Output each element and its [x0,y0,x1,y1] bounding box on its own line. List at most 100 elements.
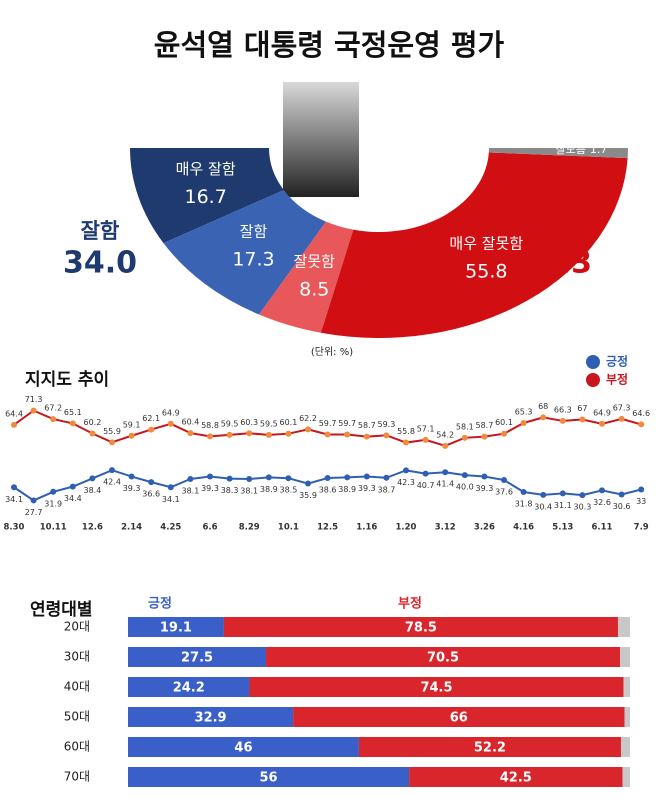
data-label: 34.1 [5,495,23,504]
data-label: 38.1 [240,487,258,496]
data-label: 58.1 [456,422,474,431]
data-label: 33 [636,497,646,506]
data-label: 55.8 [397,427,415,436]
data-point [324,474,331,481]
data-point [442,469,449,476]
x-tick-label: 6.6 [202,523,217,533]
data-label: 64.6 [632,409,650,418]
segment-label: 잘못함 [294,252,336,270]
data-point [246,430,253,437]
data-label: 27.7 [25,508,43,517]
data-point [501,477,507,484]
x-tick-label: 3.12 [435,523,456,533]
data-point [226,475,233,482]
bar-label: 32.9 [195,711,227,726]
data-label: 30.4 [534,502,552,511]
bar-label: 78.5 [405,621,437,636]
data-label: 38.9 [338,485,356,494]
data-label: 57.1 [417,424,435,433]
data-point [167,484,174,491]
data-point [50,416,57,423]
segment-value: 55.8 [465,260,507,282]
bar-label: 42.5 [500,771,532,786]
donut-segment [320,152,628,338]
category-label: 50대 [64,710,90,724]
data-point [148,479,155,486]
bar-segment [128,647,267,667]
data-label: 31.8 [515,499,533,508]
data-label: 35.9 [299,491,317,500]
series-header: 긍정 [148,596,172,612]
data-point [226,431,233,438]
bar-label: 66 [450,711,468,726]
data-point [285,475,292,482]
data-label: 39.3 [475,484,493,493]
chart-title: 연령대별 [30,599,93,620]
data-point [638,486,645,493]
bar-label: 56 [260,771,278,786]
data-point [30,497,37,504]
data-label: 39.3 [123,484,141,493]
segment-label: 잘모름 [556,143,586,156]
data-label: 71.3 [25,395,43,404]
data-point [69,483,76,490]
data-point [618,415,625,422]
bar-segment [293,707,625,727]
data-point [128,432,135,439]
data-label: 65.1 [64,408,82,417]
series-header: 부정 [398,596,422,612]
data-point [11,421,17,428]
bar-label: 19.1 [160,621,192,636]
bar-label: 70.5 [427,651,459,666]
x-tick-label: 1.20 [396,523,417,533]
data-label: 67.2 [44,404,62,413]
data-label: 32.6 [593,498,611,507]
data-label: 67 [577,404,587,413]
data-point [305,426,311,433]
data-point [109,467,115,474]
data-point [599,420,605,427]
data-point [50,488,57,495]
data-label: 38.7 [377,485,395,494]
data-label: 64.9 [593,408,611,417]
legend-label: 부정 [606,372,628,387]
x-tick-label: 12.6 [82,523,103,533]
data-label: 41.4 [436,480,454,489]
segment-value: 8.5 [299,278,329,300]
data-point [246,476,253,483]
data-label: 42.4 [103,478,121,487]
data-label: 31.1 [554,501,572,510]
data-label: 59.5 [260,419,278,428]
data-point [481,473,488,480]
data-point [187,476,194,483]
data-point [540,414,547,421]
segment-value: 1.7 [590,143,608,156]
data-point [69,420,76,427]
data-point [618,491,625,498]
data-label: 59.7 [338,419,356,428]
data-point [461,434,468,441]
data-point [148,426,155,433]
data-point [109,439,115,446]
title: 윤석열 대통령 국정운영 평가 [154,28,505,62]
data-label: 58.7 [358,421,376,430]
data-point [265,431,272,438]
data-label: 38.1 [181,487,199,496]
data-label: 60.2 [83,418,101,427]
data-label: 60.3 [240,418,258,427]
data-point [422,470,429,477]
data-label: 68 [538,402,548,411]
category-label: 40대 [64,680,90,694]
x-tick-label: 4.25 [160,523,181,533]
data-label: 40.0 [456,483,474,492]
x-tick-label: 8.30 [4,523,25,533]
legend-swatch [586,355,600,369]
data-point [501,430,507,437]
data-point [305,480,311,487]
data-point [11,484,17,491]
data-point [363,473,370,480]
bar-label: 74.5 [420,681,452,696]
x-tick-label: 1.16 [356,523,377,533]
data-label: 30.3 [573,503,591,512]
